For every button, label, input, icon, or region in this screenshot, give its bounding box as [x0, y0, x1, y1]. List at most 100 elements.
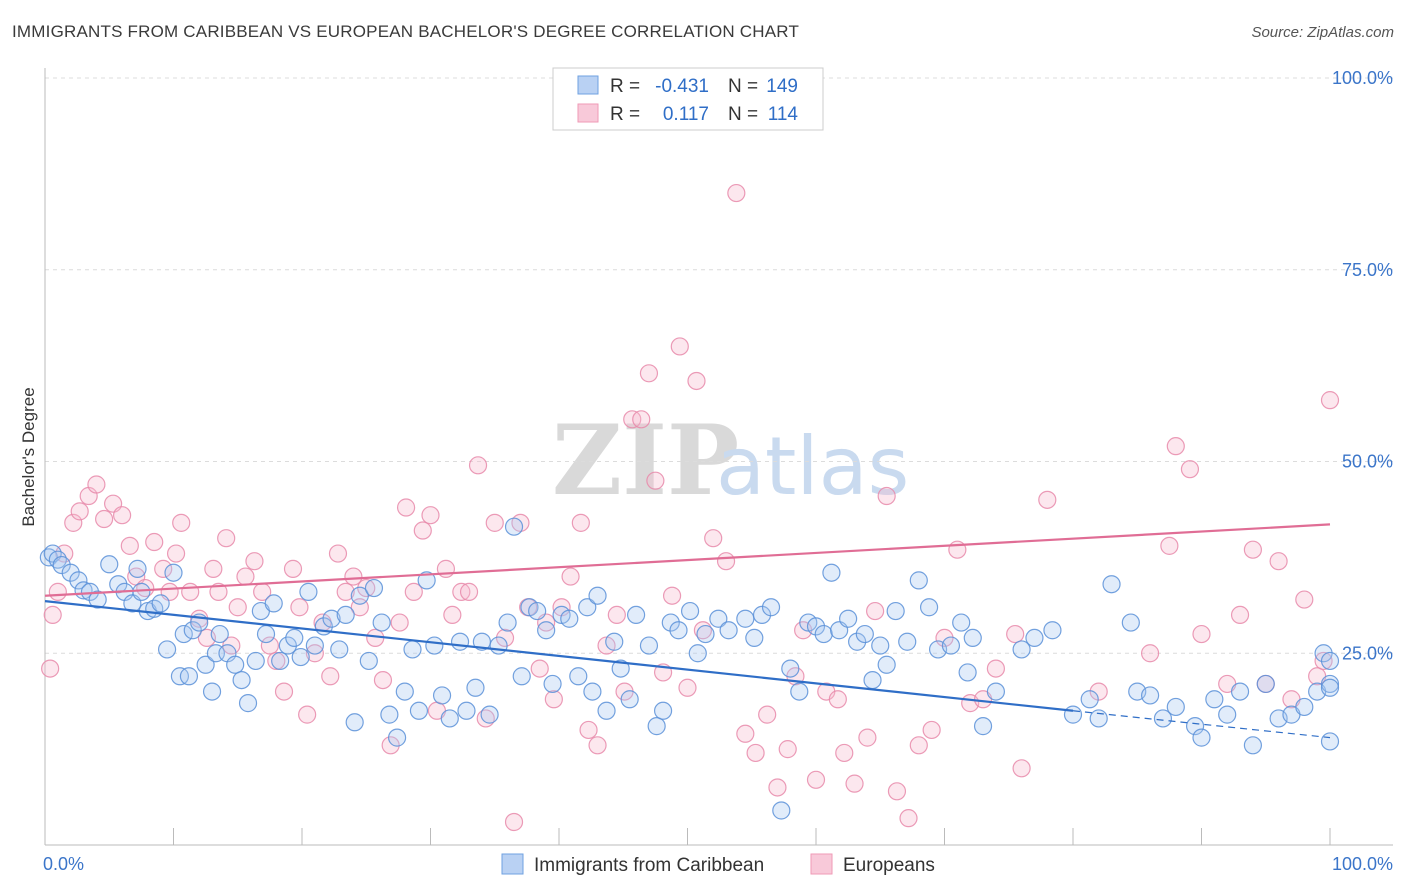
europeans-point: [704, 529, 723, 548]
caribbean-point: [425, 636, 444, 655]
europeans-point: [274, 682, 294, 701]
europeans-point: [48, 582, 67, 601]
trendline-caribbean: [44, 600, 1074, 712]
caribbean-point: [372, 613, 391, 632]
europeans-point: [1160, 536, 1179, 555]
europeans-point: [632, 410, 651, 429]
caribbean-point: [210, 624, 229, 644]
caribbean-point: [719, 621, 738, 640]
caribbean-point: [1230, 682, 1250, 701]
caribbean-point: [1153, 709, 1173, 728]
caribbean-point: [504, 517, 524, 536]
europeans-point: [305, 644, 324, 663]
caribbean-point: [688, 644, 707, 663]
caribbean-point: [1043, 621, 1062, 640]
caribbean-point: [350, 586, 369, 605]
europeans-point: [120, 536, 139, 555]
caribbean-point: [863, 670, 882, 690]
caribbean-point: [345, 713, 364, 732]
europeans-point: [544, 690, 563, 709]
caribbean-point: [88, 590, 107, 609]
europeans-point: [95, 509, 114, 529]
caribbean-point: [1320, 678, 1340, 697]
europeans-point: [887, 782, 907, 801]
europeans-point: [504, 812, 524, 832]
trendlines: [44, 523, 1331, 739]
europeans-point: [1192, 624, 1211, 644]
europeans-point: [344, 567, 363, 586]
caribbean-point: [409, 701, 429, 720]
europeans-point: [806, 770, 826, 789]
caribbean-point: [1218, 705, 1237, 724]
europeans-point: [678, 678, 697, 697]
legend-n-label-1: N =: [728, 76, 758, 97]
caribbean-point: [839, 609, 858, 628]
europeans-point: [736, 724, 755, 743]
europeans-point: [396, 498, 416, 517]
europeans-point: [217, 529, 236, 548]
caribbean-point: [264, 594, 283, 613]
europeans-point: [228, 598, 247, 617]
caribbean-point: [132, 582, 151, 601]
caribbean-point: [330, 640, 349, 659]
caribbean-point: [1102, 575, 1121, 594]
europeans-point: [404, 582, 423, 601]
caribbean-point: [432, 686, 452, 705]
caribbean-point: [761, 598, 781, 617]
europeans-point: [727, 183, 746, 203]
caribbean-point: [387, 728, 407, 747]
europeans-point: [1140, 644, 1160, 663]
caribbean-point: [569, 667, 588, 686]
caribbean-point: [202, 682, 222, 701]
europeans-point: [321, 667, 340, 686]
caribbean-point: [246, 651, 265, 671]
bottom-legend-swatch-caribbean: [501, 853, 524, 875]
caribbean-point: [256, 624, 276, 644]
europeans-point: [421, 506, 440, 525]
caribbean-point: [285, 628, 304, 648]
europeans-point: [845, 774, 864, 793]
caribbean-point: [898, 632, 917, 651]
caribbean-point: [986, 682, 1006, 701]
caribbean-point: [626, 605, 646, 625]
caribbean-point: [647, 717, 666, 736]
x-tick-label-max: 100.0%: [1332, 854, 1393, 874]
caribbean-point: [855, 624, 874, 644]
europeans-point: [43, 605, 62, 625]
caribbean-point: [157, 640, 177, 659]
y-axis-label: Bachelor's Degree: [19, 387, 38, 526]
caribbean-point: [1080, 690, 1099, 709]
caribbean-point: [543, 674, 562, 694]
europeans-point: [204, 559, 223, 578]
caribbean-point: [498, 613, 517, 632]
caribbean-point: [271, 651, 290, 671]
caribbean-point: [128, 559, 147, 578]
bottom-legend-label-europeans: Europeans: [843, 855, 935, 876]
y-tick-label-25: 25.0%: [1342, 643, 1393, 663]
europeans-point: [768, 778, 787, 797]
europeans-point: [145, 532, 164, 552]
europeans-point: [561, 567, 580, 586]
caribbean-point: [973, 717, 993, 736]
europeans-point: [209, 582, 228, 601]
europeans-point: [283, 559, 303, 578]
europeans-point: [172, 513, 191, 532]
caribbean-point: [238, 694, 258, 713]
caribbean-point: [1025, 628, 1044, 648]
legend-r-value-1: -0.431: [655, 76, 709, 97]
caribbean-point: [909, 571, 928, 590]
caribbean-point: [336, 605, 355, 625]
caribbean-point: [1320, 674, 1340, 694]
europeans-point: [1012, 759, 1031, 778]
europeans-point: [166, 544, 186, 563]
x-tick-label-min: 0.0%: [43, 854, 84, 874]
caribbean-point: [790, 682, 809, 701]
caribbean-point: [226, 655, 245, 674]
caribbean-point: [1166, 697, 1185, 717]
europeans-point: [443, 605, 462, 625]
caribbean-point: [380, 705, 399, 724]
caribbean-point: [772, 801, 791, 820]
caribbean-point: [61, 563, 80, 582]
caribbean-point: [1256, 674, 1275, 694]
caribbean-point: [620, 690, 639, 709]
